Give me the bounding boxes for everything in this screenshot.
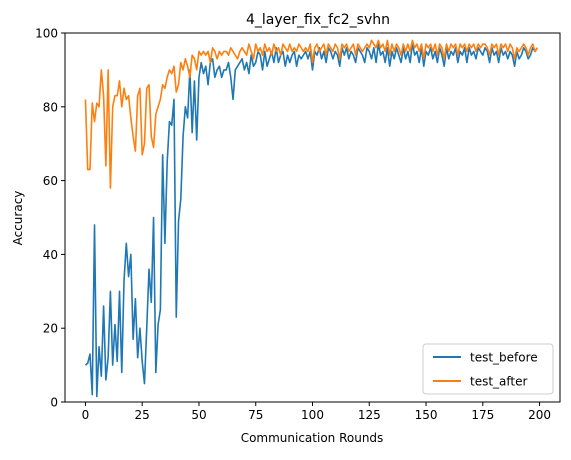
series-line-test-after: [84, 39, 538, 189]
y-tick-label: 40: [43, 248, 58, 262]
y-axis-label: Accuracy: [11, 191, 25, 246]
x-tick-label: 50: [191, 408, 206, 422]
y-tick-label: 100: [35, 27, 58, 41]
x-axis-ticks: 0 25 50 75 100 125 150 175 200: [82, 402, 551, 422]
series-line-test-before: [84, 43, 538, 398]
y-tick-label: 0: [50, 396, 58, 410]
x-tick-label: 0: [82, 408, 90, 422]
legend: test_before test_after: [422, 343, 554, 395]
x-tick-label: 175: [471, 408, 494, 422]
plot-series: [84, 39, 538, 398]
y-tick-label: 60: [43, 174, 58, 188]
chart-title: 4_layer_fix_fc2_svhn: [246, 12, 390, 28]
legend-label-test-before: test_before: [470, 351, 538, 365]
x-tick-label: 150: [415, 408, 438, 422]
legend-label-test-after: test_after: [470, 375, 528, 389]
x-tick-label: 200: [528, 408, 551, 422]
x-tick-label: 75: [248, 408, 263, 422]
y-axis-ticks: 0 20 40 60 80 100: [35, 27, 65, 410]
x-tick-label: 125: [358, 408, 381, 422]
x-tick-label: 100: [301, 408, 324, 422]
y-tick-label: 80: [43, 100, 58, 114]
x-tick-label: 25: [135, 408, 150, 422]
x-axis-label: Communication Rounds: [241, 431, 384, 445]
y-tick-label: 20: [43, 322, 58, 336]
